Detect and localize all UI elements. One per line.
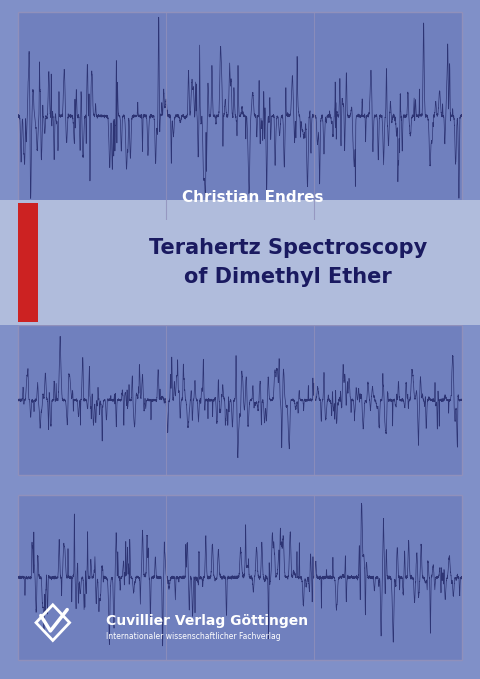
Text: Terahertz Spectroscopy: Terahertz Spectroscopy — [149, 238, 427, 257]
Text: Internationaler wissenschaftlicher Fachverlag: Internationaler wissenschaftlicher Fachv… — [106, 631, 280, 641]
Text: Cuvillier Verlag Göttingen: Cuvillier Verlag Göttingen — [106, 614, 308, 628]
Text: Christian Endres: Christian Endres — [182, 190, 324, 205]
Text: of Dimethyl Ether: of Dimethyl Ether — [184, 268, 392, 287]
